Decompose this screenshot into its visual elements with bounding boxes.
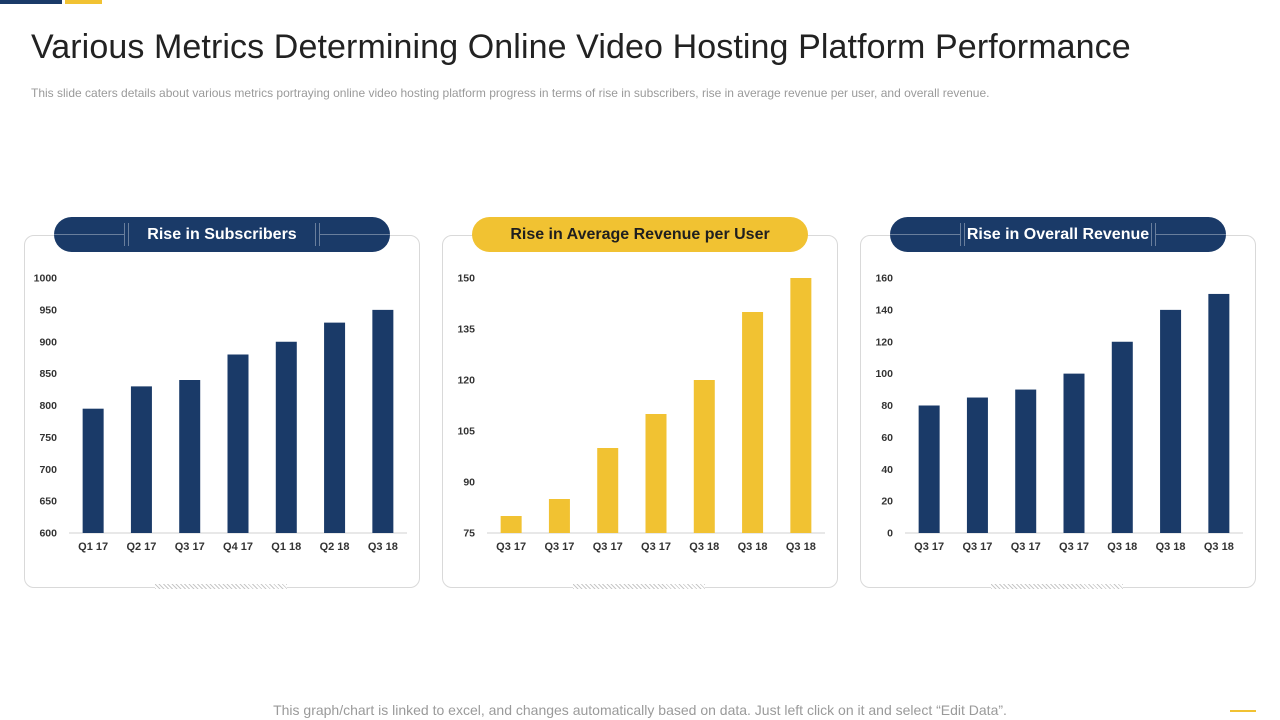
y-tick-label: 75	[463, 528, 475, 540]
bar-chart-subscribers[interactable]: 600 650 700 750 800 850 900 950 1000 Q1 17 Q2 17 Q3…	[25, 236, 421, 589]
y-tick-label: 20	[881, 496, 893, 508]
y-tick-label: 60	[881, 432, 893, 444]
panel-footer-hatch	[991, 584, 1123, 589]
y-tick-label: 1000	[34, 273, 58, 285]
y-tick-label: 90	[463, 477, 475, 489]
y-tick-label: 800	[39, 400, 57, 412]
x-tick-label: Q3 17	[175, 541, 205, 553]
x-tick-label: Q3 17	[544, 541, 574, 553]
chart-title-arpu: Rise in Average Revenue per User	[510, 225, 770, 243]
chart-title-subscribers: Rise in Subscribers	[147, 225, 297, 243]
y-tick-label: 650	[39, 496, 57, 508]
footer-note: This graph/chart is linked to excel, and…	[273, 702, 1007, 718]
x-tick-label: Q3 18	[1107, 541, 1137, 553]
bar[interactable]	[372, 309, 394, 533]
bar[interactable]	[130, 386, 152, 533]
x-tick-label: Q3 17	[914, 541, 944, 553]
chart-header-subscribers: Rise in Subscribers	[54, 217, 390, 252]
x-tick-label: Q3 18	[738, 541, 768, 553]
y-tick-label: 120	[875, 336, 893, 348]
bar-chart-arpu[interactable]: 75 90 105 120 135 150 Q3 17 Q3 17 Q3 17 Q3 17 Q3 1…	[443, 236, 839, 589]
chart-header-overall-revenue: Rise in Overall Revenue	[890, 217, 1226, 252]
bar[interactable]	[500, 516, 522, 533]
x-tick-label: Q4 17	[223, 541, 253, 553]
y-tick-label: 40	[881, 464, 893, 476]
corner-accent-mark	[1230, 710, 1256, 712]
bar[interactable]	[275, 341, 297, 533]
panel-footer-hatch	[155, 584, 287, 589]
bar[interactable]	[1063, 373, 1085, 533]
y-tick-label: 140	[875, 304, 893, 316]
y-tick-label: 700	[39, 464, 57, 476]
y-tick-label: 950	[39, 304, 57, 316]
y-tick-label: 80	[881, 400, 893, 412]
accent-bar-navy	[0, 0, 62, 4]
y-tick-label: 600	[39, 528, 57, 540]
x-tick-label: Q3 17	[496, 541, 526, 553]
x-tick-label: Q3 18	[786, 541, 816, 553]
bar-chart-overall-revenue[interactable]: 0 20 40 60 80 100 120 140 160 Q3 17 Q3 17 Q3 17 Q3 1…	[861, 236, 1257, 589]
bar[interactable]	[597, 448, 619, 533]
x-tick-label: Q1 18	[271, 541, 301, 553]
x-tick-label: Q3 18	[1156, 541, 1186, 553]
y-tick-label: 900	[39, 336, 57, 348]
x-tick-label: Q1 17	[78, 541, 108, 553]
bar[interactable]	[790, 278, 812, 533]
y-tick-label: 105	[457, 426, 475, 438]
x-tick-label: Q3 18	[689, 541, 719, 553]
page-subtitle: This slide caters details about various …	[31, 86, 990, 100]
y-tick-label: 150	[457, 273, 475, 285]
y-tick-label: 750	[39, 432, 57, 444]
y-tick-label: 100	[875, 368, 893, 380]
x-tick-label: Q3 18	[368, 541, 398, 553]
panel-footer-hatch	[573, 584, 705, 589]
bar[interactable]	[742, 312, 764, 533]
accent-bar-gold	[65, 0, 102, 4]
x-tick-label: Q3 17	[1011, 541, 1041, 553]
chart-panel-subscribers[interactable]: Rise in Subscribers 600 650 700 750 800 850 90…	[24, 217, 421, 589]
page-title: Various Metrics Determining Online Video…	[31, 28, 1131, 66]
bar[interactable]	[1111, 341, 1133, 533]
x-tick-label: Q3 17	[1059, 541, 1089, 553]
y-tick-label: 850	[39, 368, 57, 380]
x-tick-label: Q2 18	[320, 541, 350, 553]
chart-panel-arpu[interactable]: Rise in Average Revenue per User 75 90 105…	[442, 217, 839, 589]
y-tick-label: 160	[875, 273, 893, 285]
bar[interactable]	[227, 354, 249, 534]
bar[interactable]	[918, 405, 940, 534]
bar[interactable]	[179, 380, 201, 533]
chart-panel-overall-revenue[interactable]: Rise in Overall Revenue 0 20 40 60 80 100 120 1…	[860, 217, 1257, 589]
x-tick-label: Q2 17	[126, 541, 156, 553]
y-tick-label: 120	[457, 375, 475, 387]
x-tick-label: Q3 17	[593, 541, 623, 553]
bar[interactable]	[966, 397, 988, 533]
bar[interactable]	[693, 380, 715, 533]
x-tick-label: Q3 18	[1204, 541, 1234, 553]
y-tick-label: 135	[457, 324, 475, 336]
x-tick-label: Q3 17	[641, 541, 671, 553]
x-tick-label: Q3 17	[962, 541, 992, 553]
bar[interactable]	[82, 408, 104, 533]
bar[interactable]	[1208, 293, 1230, 533]
bar[interactable]	[1015, 389, 1037, 533]
bar[interactable]	[645, 414, 667, 533]
chart-title-overall-revenue: Rise in Overall Revenue	[966, 225, 1150, 243]
bar[interactable]	[324, 322, 346, 533]
bar[interactable]	[1160, 309, 1182, 533]
y-tick-label: 0	[887, 528, 893, 540]
bar[interactable]	[548, 499, 570, 533]
chart-header-arpu: Rise in Average Revenue per User	[472, 217, 808, 252]
